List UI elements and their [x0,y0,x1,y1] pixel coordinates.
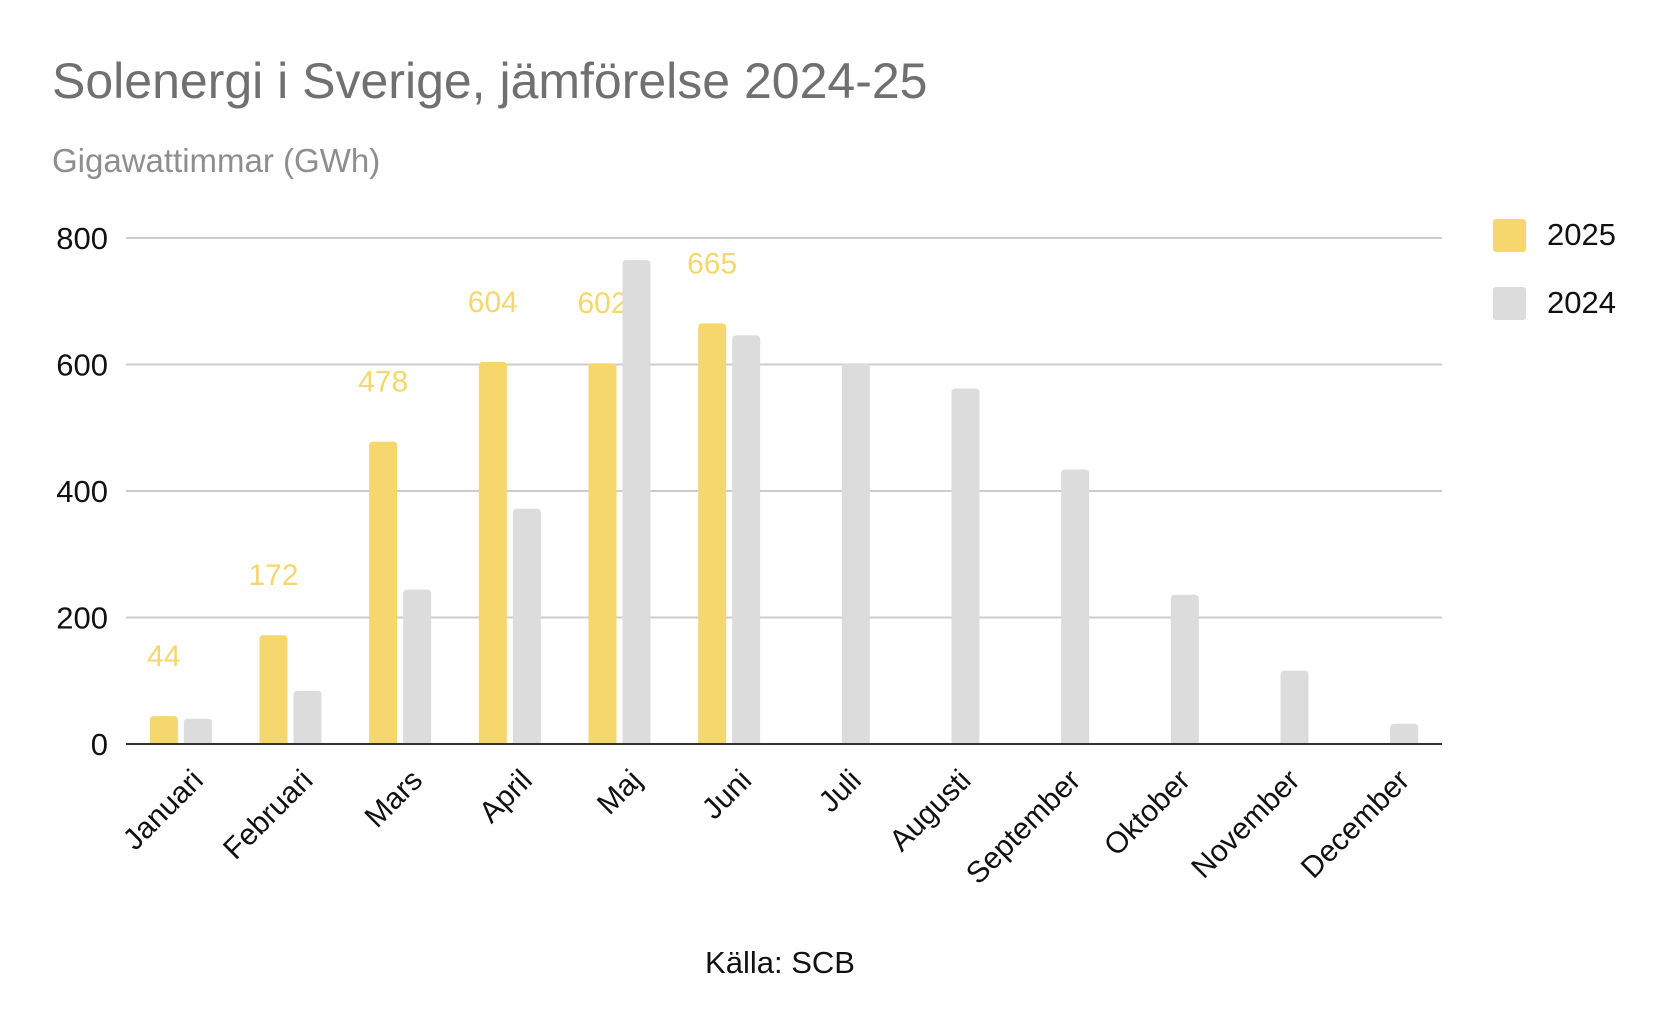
bar-2025-mars [369,441,398,744]
bar-2024-augusti [951,388,980,744]
y-tick-label: 400 [56,474,108,509]
bar-2025-maj [588,363,617,744]
x-tick-label: Juni [696,764,758,826]
data-label: 665 [687,247,737,280]
legend-item-2024[interactable]: 2024 [1493,285,1616,320]
x-tick-label: Maj [591,764,649,822]
x-tick-label: April [473,764,539,830]
source-note: Källa: SCB [705,945,855,980]
x-tick-label: September [960,764,1087,891]
bar-2024-juli [841,363,870,744]
bar-2024-januari [183,718,212,744]
y-tick-label: 0 [91,727,108,762]
bar-2024-maj [622,260,651,744]
y-tick-label: 200 [56,601,108,636]
data-label: 44 [147,640,180,673]
data-label: 604 [468,286,518,319]
bar-2024-december [1390,723,1419,744]
legend-label-2025: 2025 [1547,217,1616,252]
bar-2024-april [512,508,541,744]
legend: 2025 2024 [1493,217,1616,354]
data-label: 172 [248,559,298,592]
x-tick-label: Augusti [883,764,977,858]
bar-2025-april [478,361,507,744]
legend-item-2025[interactable]: 2025 [1493,217,1616,252]
x-tick-label: Oktober [1098,764,1197,863]
bar-2024-oktober [1170,594,1199,744]
bar-2025-februari [259,635,288,744]
bar-2025-juni [698,323,727,744]
x-tick-label: Juli [813,764,868,819]
x-tick-label: November [1185,764,1306,885]
legend-swatch-2025 [1493,218,1526,252]
legend-swatch-2024 [1493,286,1526,320]
x-tick-label: December [1295,764,1416,885]
chart-subtitle: Gigawattimmar (GWh) [52,142,381,179]
chart-title: Solenergi i Sverige, jämförelse 2024-25 [52,53,928,109]
x-tick-label: Mars [359,764,429,834]
y-tick-label: 600 [56,348,108,383]
bar-2025-januari [149,716,178,744]
bar-2024-juni [732,335,761,744]
legend-label-2024: 2024 [1547,285,1616,320]
x-tick-label: Januari [117,764,210,857]
y-tick-label: 800 [56,221,108,256]
data-label: 478 [358,366,408,399]
bar-2024-september [1061,469,1090,744]
x-tick-label: Februari [217,764,319,866]
data-label: 602 [577,287,627,320]
bar-2024-mars [403,589,432,744]
bar-2024-november [1280,670,1309,744]
bar-2024-februari [293,690,322,744]
